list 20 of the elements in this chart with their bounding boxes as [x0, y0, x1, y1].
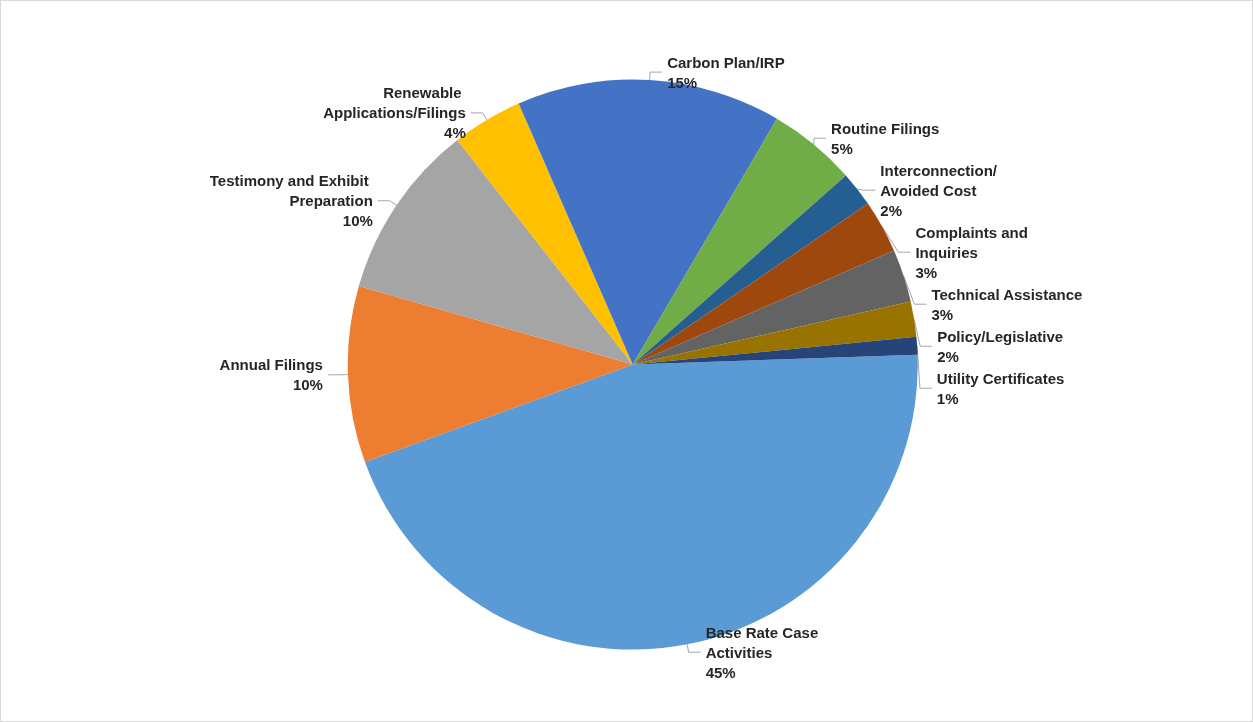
- slice-label: Testimony and Exhibit Preparation: [209, 172, 373, 210]
- slice-label: Complaints and Inquiries: [915, 223, 1033, 261]
- slice-label: Utility Certificates: [936, 369, 1065, 387]
- slice-label: Renewable Applications/Filings: [323, 84, 466, 122]
- slice-label: Carbon Plan/IRP: [667, 53, 785, 71]
- slice-label: Routine Filings: [831, 119, 940, 137]
- data-label: 4%: [444, 124, 466, 142]
- slice-label: Annual Filings: [219, 356, 323, 374]
- slice-label: Technical Assistance: [931, 285, 1083, 303]
- data-label: 2%: [880, 201, 903, 219]
- data-label: 45%: [705, 663, 736, 681]
- slice-label: Policy/Legislative: [937, 327, 1064, 345]
- data-label: 1%: [936, 389, 959, 407]
- data-label: 5%: [831, 139, 853, 157]
- data-label: 10%: [292, 376, 323, 394]
- slice-label: Interconnection/Avoided Cost: [880, 161, 998, 199]
- data-label: 10%: [342, 212, 373, 230]
- data-label: 3%: [915, 263, 938, 281]
- data-label: 2%: [937, 347, 959, 365]
- data-label: 3%: [931, 305, 954, 323]
